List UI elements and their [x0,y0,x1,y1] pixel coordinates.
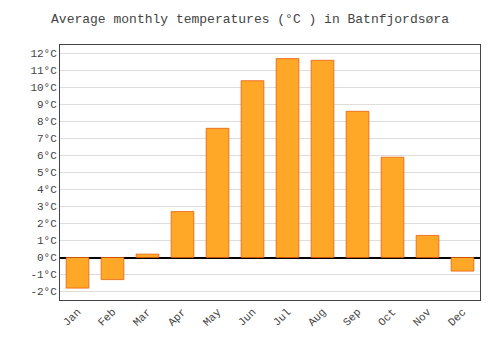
svg-text:9°C: 9°C [37,99,57,111]
svg-text:6°C: 6°C [37,150,57,162]
svg-text:-2°C: -2°C [30,286,57,298]
svg-text:Dec: Dec [446,306,468,328]
svg-text:Aug: Aug [306,306,328,328]
svg-text:0°C: 0°C [37,252,57,264]
svg-text:Average monthly temperatures (: Average monthly temperatures (°C ) in Ba… [51,12,449,27]
svg-text:Feb: Feb [96,306,118,328]
svg-text:Sep: Sep [341,306,363,328]
svg-text:Jan: Jan [61,306,83,328]
svg-text:Apr: Apr [166,306,188,328]
svg-text:4°C: 4°C [37,184,57,196]
svg-text:5°C: 5°C [37,167,57,179]
svg-text:3°C: 3°C [37,201,57,213]
svg-text:Mar: Mar [131,306,153,328]
svg-text:Jun: Jun [236,306,258,328]
svg-text:Nov: Nov [411,306,434,329]
svg-text:Oct: Oct [376,306,398,328]
svg-text:10°C: 10°C [30,82,57,94]
svg-text:12°C: 12°C [30,48,57,60]
svg-text:1°C: 1°C [37,235,57,247]
svg-text:2°C: 2°C [37,218,57,230]
svg-text:7°C: 7°C [37,133,57,145]
svg-text:8°C: 8°C [37,116,57,128]
svg-text:-1°C: -1°C [30,269,57,281]
svg-text:May: May [201,306,224,329]
svg-text:Jul: Jul [271,306,293,328]
svg-text:11°C: 11°C [30,65,57,77]
